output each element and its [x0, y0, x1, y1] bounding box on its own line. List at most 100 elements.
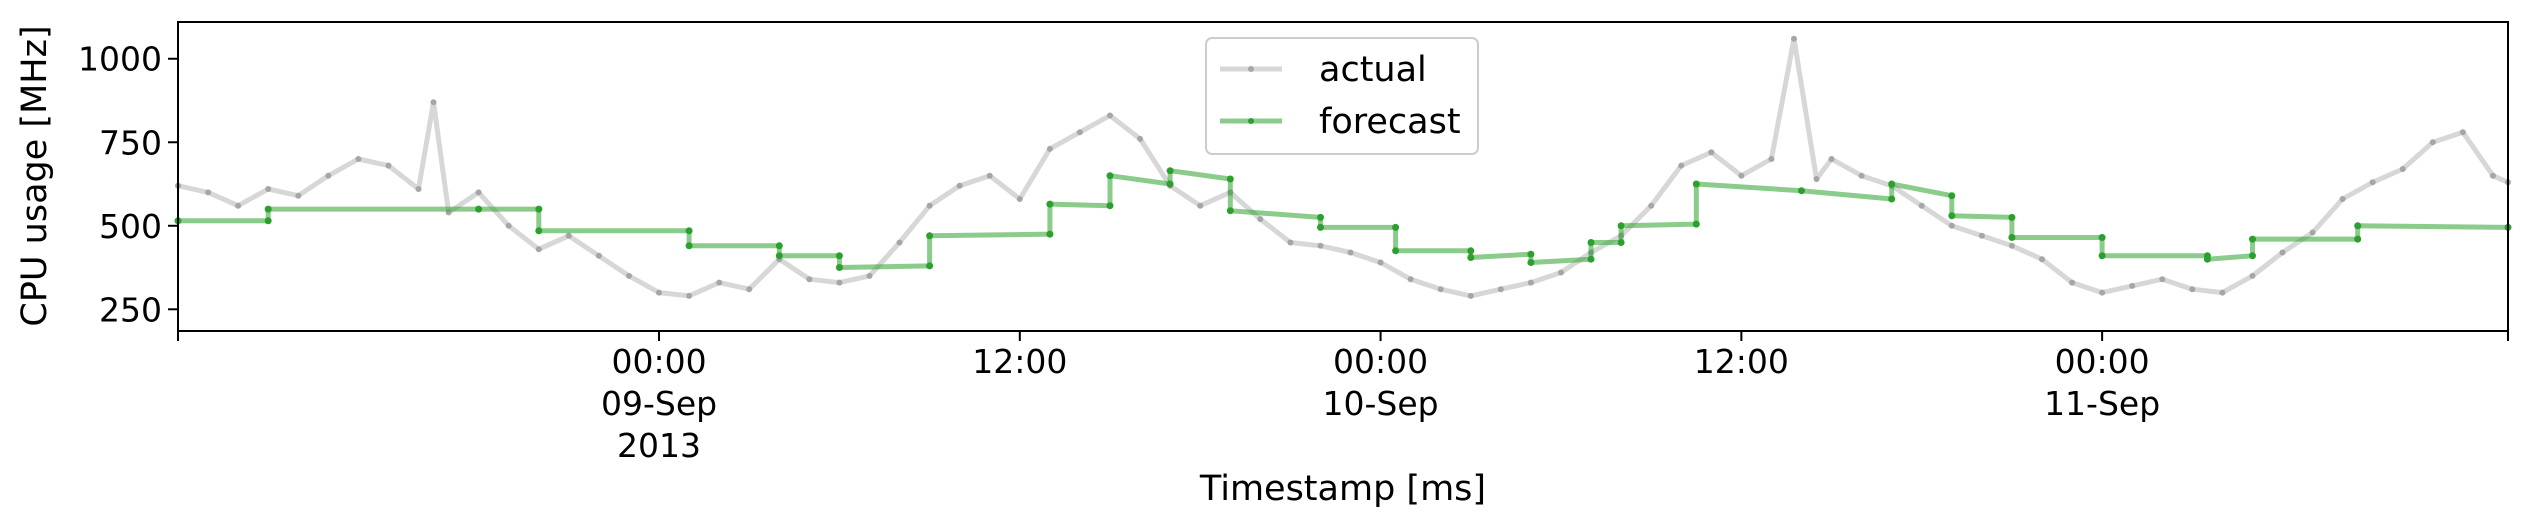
forecast-point	[1617, 222, 1625, 230]
x-tick-label: 00:00	[2055, 342, 2150, 381]
actual-point	[1527, 279, 1534, 286]
actual-point	[1497, 286, 1504, 293]
actual-point	[2099, 289, 2106, 296]
forecast-point	[1226, 175, 1234, 183]
actual-point	[896, 239, 903, 246]
forecast-point	[1166, 180, 1174, 188]
x-tick-label: 11-Sep	[2044, 384, 2160, 423]
actual-point	[626, 272, 632, 279]
forecast-point	[264, 205, 272, 213]
actual-point	[836, 279, 843, 286]
legend-actual-marker	[1248, 66, 1254, 72]
actual-point	[1678, 162, 1685, 169]
actual-point	[2429, 139, 2436, 146]
y-tick-label: 750	[99, 123, 162, 162]
actual-point	[1918, 202, 1925, 209]
actual-point	[1107, 112, 1113, 119]
actual-point	[1648, 202, 1655, 209]
forecast-point	[1392, 223, 1400, 231]
forecast-point	[1046, 200, 1054, 208]
forecast-point	[685, 242, 693, 250]
forecast-point	[1392, 247, 1400, 255]
actual-point	[2369, 179, 2376, 186]
actual-point	[1813, 176, 1820, 182]
actual-point	[1467, 292, 1474, 299]
forecast-point	[2008, 234, 2016, 241]
forecast-point	[1527, 250, 1535, 258]
actual-point	[686, 292, 693, 299]
forecast-point	[1527, 259, 1535, 266]
series-layer	[174, 35, 2512, 299]
actual-point	[746, 286, 753, 293]
forecast-point	[535, 205, 543, 213]
forecast-point	[1467, 247, 1475, 255]
forecast-point	[475, 205, 483, 213]
actual-point	[295, 192, 302, 199]
actual-point	[1708, 149, 1715, 156]
actual-point	[2249, 272, 2256, 279]
actual-point	[355, 156, 362, 162]
actual-point	[2309, 229, 2316, 236]
forecast-point	[1617, 239, 1625, 246]
forecast-point	[1888, 180, 1896, 188]
forecast-point	[775, 252, 783, 260]
forecast-point	[926, 232, 934, 240]
actual-point	[716, 279, 723, 286]
forecast-point	[2008, 213, 2016, 221]
actual-point	[1137, 135, 1144, 142]
actual-point	[1076, 129, 1083, 136]
actual-point	[956, 182, 963, 189]
forecast-point	[1467, 254, 1475, 261]
actual-point	[1828, 156, 1835, 162]
actual-point	[325, 172, 332, 179]
actual-point	[415, 186, 422, 192]
forecast-point	[1106, 172, 1114, 180]
forecast-point	[535, 227, 543, 235]
actual-point	[1407, 276, 1414, 283]
x-tick-label: 12:00	[972, 342, 1067, 381]
actual-point	[2490, 172, 2496, 179]
actual-point	[1347, 249, 1354, 256]
actual-point	[866, 272, 873, 279]
forecast-point	[1692, 220, 1700, 228]
actual-point	[475, 189, 482, 196]
actual-point	[1978, 232, 1985, 239]
forecast-point	[1226, 207, 1234, 215]
actual-point	[926, 202, 933, 209]
actual-point	[2399, 166, 2406, 172]
actual-point	[806, 276, 813, 283]
actual-point	[1558, 269, 1564, 276]
actual-point	[235, 202, 242, 209]
actual-point	[385, 162, 392, 169]
legend-actual-label: actual	[1319, 50, 1427, 90]
x-tick-label: 09-Sep	[601, 384, 717, 423]
actual-point	[986, 172, 993, 179]
actual-point	[505, 222, 512, 229]
forecast-point	[1106, 202, 1114, 210]
actual-point	[2159, 276, 2166, 283]
legend-forecast-marker	[1248, 118, 1254, 124]
actual-point	[565, 232, 572, 239]
forecast-point	[1888, 195, 1896, 203]
actual-point	[205, 189, 212, 196]
actual-point	[1197, 202, 1204, 209]
y-tick-label: 1000	[78, 40, 162, 79]
forecast-point	[2203, 255, 2211, 263]
actual-point	[1791, 35, 1797, 42]
forecast-point	[1166, 167, 1174, 175]
legend-box	[1205, 37, 1479, 155]
y-tick-label: 250	[99, 290, 162, 329]
forecast-point	[1798, 187, 1805, 195]
forecast-point	[1317, 213, 1324, 221]
actual-point	[1768, 156, 1775, 162]
forecast-point	[2354, 235, 2362, 243]
forecast-point	[1587, 255, 1595, 263]
forecast-line	[178, 168, 2509, 270]
forecast-point	[835, 252, 843, 260]
forecast-point	[2249, 235, 2256, 243]
actual-point	[1437, 286, 1444, 293]
x-axis-label: Timestamp [ms]	[1199, 469, 1486, 509]
forecast-point	[2354, 222, 2362, 230]
actual-point	[1317, 242, 1324, 249]
